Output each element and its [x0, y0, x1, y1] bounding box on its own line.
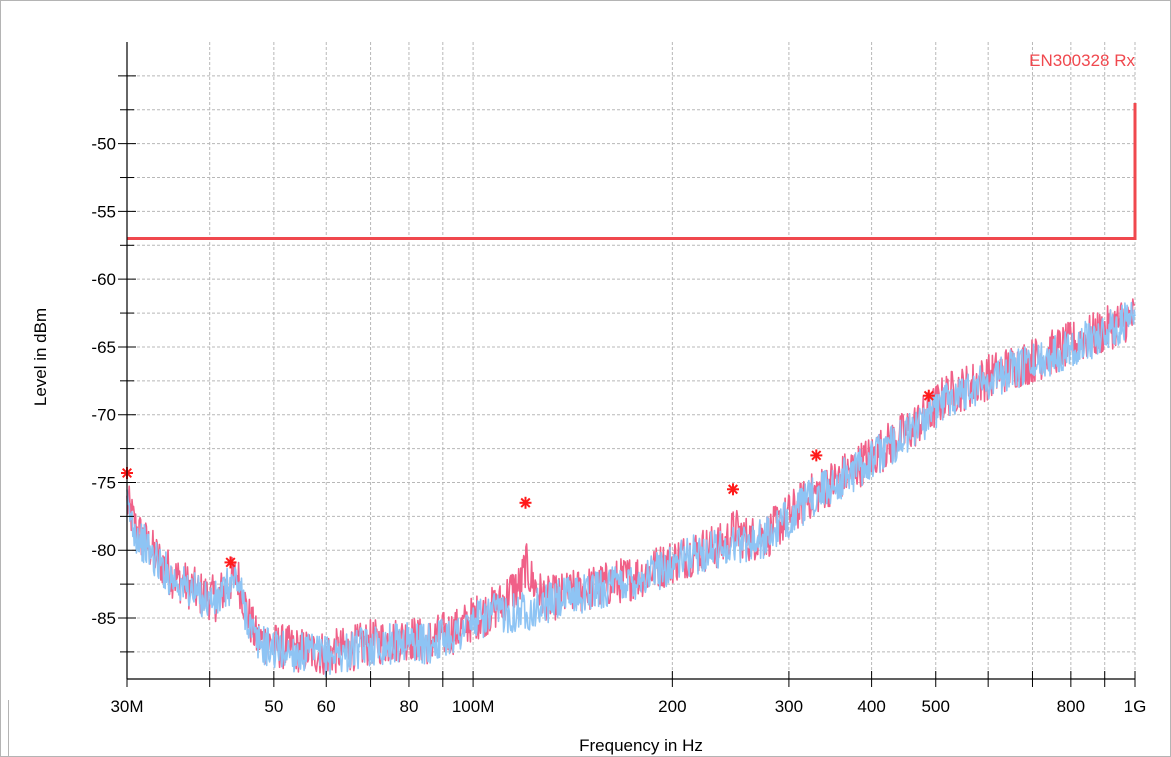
- x-tick-label: 80: [399, 697, 418, 716]
- y-tick-label: -50: [91, 135, 116, 154]
- x-tick-label: 60: [317, 697, 336, 716]
- x-tick-label: 500: [922, 697, 950, 716]
- y-axis-title: Level in dBm: [31, 308, 50, 406]
- peak-marker: [810, 449, 823, 462]
- limit-line: [127, 103, 1137, 240]
- x-tick-label: 50: [264, 697, 283, 716]
- x-tick-label: 200: [658, 697, 686, 716]
- axes: -50 -55 -60 -65 -70 -75 -80 -85 30M 50 60 80 100M 200…: [91, 42, 1146, 716]
- marker-stroke: [727, 484, 739, 495]
- limit-line-layer: [127, 103, 1137, 240]
- x-tick-label: 100M: [452, 697, 495, 716]
- y-tick-label: -80: [91, 541, 116, 560]
- series-line-average: [126, 301, 1136, 677]
- x-tick-label: 1G: [1124, 697, 1147, 716]
- marker-stroke: [520, 497, 531, 508]
- peak-marker: [519, 496, 532, 509]
- y-tick-label: -65: [91, 338, 116, 357]
- marker-stroke: [225, 557, 236, 568]
- series-layer: [126, 298, 1136, 677]
- peak-marker: [224, 556, 237, 569]
- limit-line-label: EN300328 Rx: [1029, 51, 1135, 70]
- y-tick-label: -55: [91, 202, 116, 221]
- y-tick-label: -70: [91, 406, 116, 425]
- series-line-peak: [126, 298, 1136, 675]
- peak-marker: [727, 483, 739, 496]
- y-tick-label: -85: [91, 609, 116, 628]
- peak-marker: [922, 389, 935, 402]
- x-axis-title: Frequency in Hz: [579, 736, 703, 755]
- y-tick-label: -75: [91, 473, 116, 492]
- y-tick-label: -60: [91, 270, 116, 289]
- x-tick-label: 300: [775, 697, 803, 716]
- marker-stroke: [811, 450, 822, 461]
- x-tick-label: 30M: [110, 697, 143, 716]
- x-tick-label: 800: [1057, 697, 1085, 716]
- x-tick-label: 400: [857, 697, 885, 716]
- marker-stroke: [923, 390, 934, 401]
